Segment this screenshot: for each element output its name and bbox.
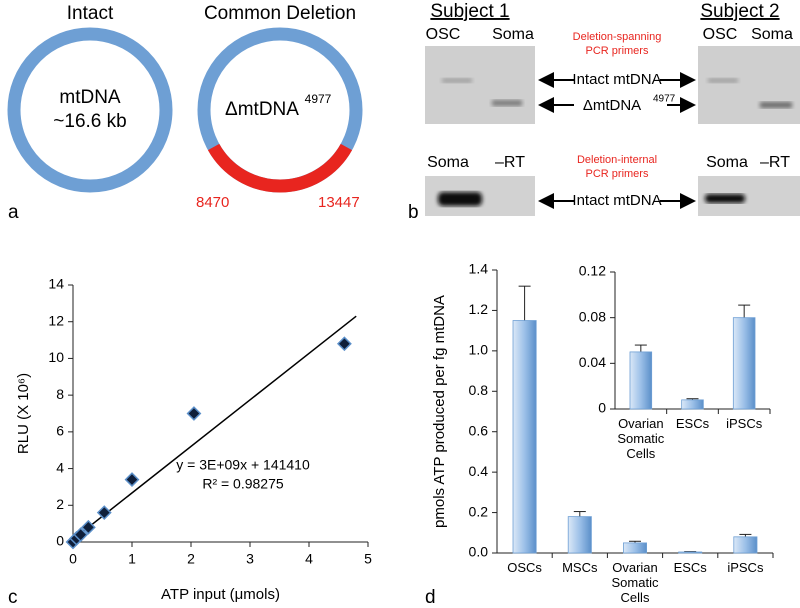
deletion-name: ΔmtDNA <box>225 99 299 120</box>
y-tick-label: 0.0 <box>469 544 489 560</box>
deletion-title: Common Deletion <box>204 3 356 24</box>
y-tick-label: 12 <box>48 312 64 328</box>
point <box>336 336 352 352</box>
intact-name: mtDNA <box>59 87 121 108</box>
panel-label: c <box>8 587 18 608</box>
y-tick-label: 14 <box>48 276 64 292</box>
gel-band <box>442 78 472 83</box>
panel-b: Subject 1 Subject 2 OSC Soma OSC Soma De… <box>408 1 800 223</box>
y-tick-label: 0.04 <box>579 354 606 370</box>
y-tick-label: 0 <box>598 400 606 416</box>
subject-1: Subject 1 <box>430 1 509 22</box>
x-tick-label: 4 <box>305 551 313 567</box>
x-tick-label: iPSCs <box>727 560 764 575</box>
gel-band <box>438 192 482 206</box>
deleted-superscript: 4977 <box>653 94 676 105</box>
point <box>124 472 140 488</box>
x-axis-label: ATP input (μmols) <box>161 586 280 603</box>
y-tick-label: 2 <box>56 496 64 512</box>
subject-2: Subject 2 <box>700 1 779 22</box>
y-tick-label: 1.4 <box>469 261 489 277</box>
gel-band <box>705 194 745 203</box>
point <box>96 505 112 521</box>
deleted-label: ΔmtDNA <box>583 97 641 114</box>
gel <box>425 46 535 124</box>
x-tick-label: Ovarian Somatic Cells <box>612 560 659 605</box>
primer-note: Deletion-internal <box>577 154 657 166</box>
bar <box>623 542 647 554</box>
y-tick-label: 6 <box>56 423 64 439</box>
y-axis-label: RLU (X 10⁶) <box>15 373 32 454</box>
panel-label: b <box>408 202 419 223</box>
lane-label: OSC <box>703 26 738 43</box>
panel-label: a <box>8 202 19 223</box>
gel-band <box>760 102 792 108</box>
x-tick-label: 0 <box>69 551 77 567</box>
bar <box>512 320 537 554</box>
panel-label: d <box>425 587 436 608</box>
y-tick-label: 0.8 <box>469 382 489 398</box>
x-tick-label: 5 <box>364 551 372 567</box>
x-tick-label: ESCs <box>674 560 708 575</box>
panel-a: Intact Common Deletion mtDNA ~16.6 kb Δm… <box>7 3 363 223</box>
gel-band <box>492 100 522 106</box>
y-tick-label: 10 <box>48 349 64 365</box>
lane-label: Soma <box>751 26 793 43</box>
x-tick-label: iPSCs <box>726 416 763 431</box>
y-tick-label: 1.0 <box>469 342 489 358</box>
y-tick-label: 0.12 <box>579 263 606 279</box>
y-tick-label: 0 <box>56 533 64 549</box>
y-tick-label: 8 <box>56 386 64 402</box>
bar <box>732 317 756 410</box>
x-tick-label: ESCs <box>676 416 710 431</box>
r-squared: R² = 0.98275 <box>202 476 284 492</box>
lane-label: Soma <box>427 154 469 171</box>
y-tick-label: 4 <box>56 459 64 475</box>
intact-label: Intact mtDNA <box>572 71 661 88</box>
y-tick-label: 0.4 <box>469 463 489 479</box>
deletion-start: 8470 <box>196 194 229 211</box>
primer-note: Deletion-spanning <box>573 31 662 43</box>
lane-label: Soma <box>492 26 534 43</box>
bar <box>678 551 703 554</box>
point <box>186 406 202 421</box>
point <box>80 519 96 535</box>
intact-size: ~16.6 kb <box>53 111 126 132</box>
x-tick-label: Ovarian Somatic Cells <box>617 416 664 461</box>
lane-label: –RT <box>760 154 790 171</box>
y-tick-label: 0.6 <box>469 422 489 438</box>
y-tick-label: 1.2 <box>469 301 489 317</box>
primer-note: PCR primers <box>586 168 649 180</box>
intact-label: Intact mtDNA <box>572 192 661 209</box>
point <box>73 527 89 543</box>
lane-label: Soma <box>706 154 748 171</box>
deletion-superscript: 4977 <box>305 92 332 106</box>
x-tick-label: OSCs <box>507 560 542 575</box>
lane-label: OSC <box>426 26 461 43</box>
deleted-arc <box>207 143 353 193</box>
primer-note: PCR primers <box>586 45 649 57</box>
bar <box>733 536 758 554</box>
y-tick-label: 0.2 <box>469 503 489 519</box>
intact-title: Intact <box>67 3 114 24</box>
x-tick-label: 2 <box>187 551 195 567</box>
y-tick-label: 0.08 <box>579 308 606 324</box>
x-tick-label: 3 <box>246 551 254 567</box>
x-tick-label: 1 <box>128 551 136 567</box>
lane-label: –RT <box>495 154 525 171</box>
trendline <box>72 315 357 541</box>
x-tick-label: MSCs <box>562 560 598 575</box>
bar <box>681 399 704 410</box>
bar <box>629 351 653 410</box>
bar <box>567 516 592 554</box>
y-axis-label: pmols ATP produced per fg mtDNA <box>431 295 448 528</box>
equation: y = 3E+09x + 141410 <box>176 457 310 473</box>
deletion-end: 13447 <box>318 194 360 211</box>
intact-circle <box>7 27 173 193</box>
gel <box>698 46 800 124</box>
gel-band <box>708 78 738 83</box>
